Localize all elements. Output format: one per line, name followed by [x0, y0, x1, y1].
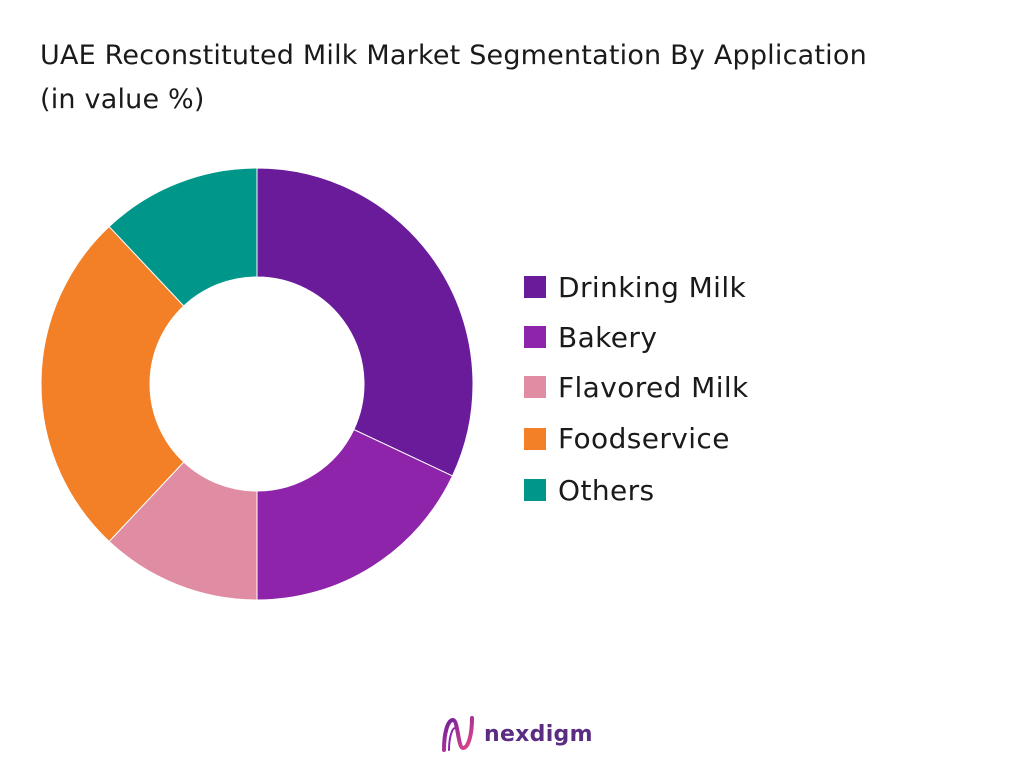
donut-slice-bakery	[256, 428, 454, 601]
donut-slice-drinking-milk	[256, 167, 474, 477]
nexdigm-logo-icon	[442, 716, 474, 752]
chart-subtitle: (in value %)	[40, 84, 205, 115]
legend-item-drinking-milk: Drinking Milk	[524, 262, 749, 312]
legend-label: Bakery	[558, 320, 658, 354]
legend-item-others: Others	[524, 465, 749, 515]
legend-label: Others	[558, 473, 655, 507]
chart-title: UAE Reconstituted Milk Market Segmentati…	[40, 34, 1000, 122]
legend-swatch	[524, 479, 546, 501]
legend-item-flavored-milk: Flavored Milk	[524, 362, 749, 412]
brand-name: nexdigm	[484, 721, 593, 747]
legend-item-foodservice: Foodservice	[524, 412, 749, 465]
legend-swatch	[524, 276, 546, 298]
donut-slice-foodservice	[40, 225, 185, 543]
legend-swatch	[524, 376, 546, 398]
legend-item-bakery: Bakery	[524, 312, 749, 362]
legend-label: Foodservice	[558, 422, 730, 455]
chart-title-main: UAE Reconstituted Milk Market Segmentati…	[40, 40, 867, 71]
legend-swatch	[524, 326, 546, 348]
legend-label: Drinking Milk	[558, 270, 747, 304]
donut-slice-others	[108, 167, 258, 307]
legend-label: Flavored Milk	[558, 370, 749, 404]
legend-swatch	[524, 427, 546, 450]
brand-logo: nexdigm	[440, 714, 593, 754]
chart-legend: Drinking Milk Bakery Flavored Milk Foods…	[524, 262, 749, 515]
